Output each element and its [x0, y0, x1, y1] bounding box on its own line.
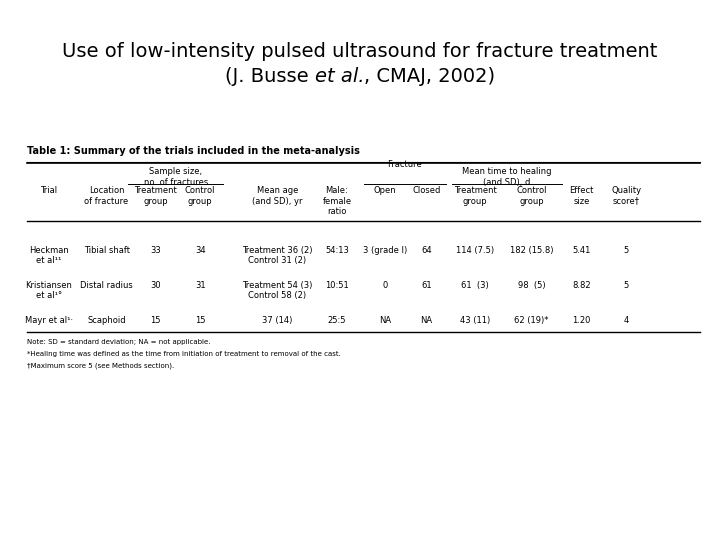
Text: 98  (5): 98 (5)	[518, 281, 545, 290]
Text: Location
of fracture: Location of fracture	[84, 186, 129, 206]
Text: 62 (19)*: 62 (19)*	[514, 316, 549, 325]
Text: Sample size,
no. of fractures: Sample size, no. of fractures	[143, 167, 208, 187]
Text: Mayr et al¹·: Mayr et al¹·	[25, 316, 73, 325]
Text: Treatment
group: Treatment group	[454, 186, 497, 206]
Text: 30: 30	[150, 281, 161, 290]
Text: et al.: et al.	[315, 67, 364, 86]
Text: Treatment
group: Treatment group	[134, 186, 177, 206]
Text: 15: 15	[195, 316, 205, 325]
Text: Heckman
et al¹¹: Heckman et al¹¹	[29, 246, 69, 265]
Text: 4: 4	[624, 316, 629, 325]
Text: 15: 15	[150, 316, 161, 325]
Text: Treatment 36 (2)
Control 31 (2): Treatment 36 (2) Control 31 (2)	[242, 246, 312, 265]
Text: 8.82: 8.82	[572, 281, 591, 290]
Text: 31: 31	[195, 281, 205, 290]
Text: 25:5: 25:5	[328, 316, 346, 325]
Text: 5: 5	[624, 281, 629, 290]
Text: Quality
score†: Quality score†	[611, 186, 642, 206]
Text: 43 (11): 43 (11)	[460, 316, 490, 325]
Text: 61: 61	[421, 281, 431, 290]
Text: Scaphoid: Scaphoid	[87, 316, 126, 325]
Text: Treatment 54 (3)
Control 58 (2): Treatment 54 (3) Control 58 (2)	[242, 281, 312, 300]
Text: Mean time to healing
(and SD), d: Mean time to healing (and SD), d	[462, 167, 552, 187]
Text: Trial: Trial	[40, 186, 58, 195]
Text: (J. Busse: (J. Busse	[225, 67, 315, 86]
Text: Mean age
(and SD), yr: Mean age (and SD), yr	[252, 186, 302, 206]
Text: Kristiansen
et al¹°: Kristiansen et al¹°	[25, 281, 73, 300]
Text: 37 (14): 37 (14)	[262, 316, 292, 325]
Text: NA: NA	[420, 316, 432, 325]
Text: 5: 5	[624, 246, 629, 255]
Text: *Healing time was defined as the time from initiation of treatment to removal of: *Healing time was defined as the time fr…	[27, 351, 341, 357]
Text: †Maximum score 5 (see Methods section).: †Maximum score 5 (see Methods section).	[27, 363, 175, 369]
Text: Use of low-intensity pulsed ultrasound for fracture treatment: Use of low-intensity pulsed ultrasound f…	[63, 42, 657, 61]
Text: Control
group: Control group	[185, 186, 215, 206]
Text: 5.41: 5.41	[572, 246, 591, 255]
Text: Male:
female
ratio: Male: female ratio	[323, 186, 351, 216]
Text: 0: 0	[382, 281, 388, 290]
Text: 182 (15.8): 182 (15.8)	[510, 246, 553, 255]
Text: NA: NA	[379, 316, 391, 325]
Text: 3 (grade I): 3 (grade I)	[363, 246, 408, 255]
Text: Fracture: Fracture	[387, 160, 423, 170]
Text: Table 1: Summary of the trials included in the meta-analysis: Table 1: Summary of the trials included …	[27, 146, 360, 156]
Text: Open: Open	[374, 186, 397, 195]
Text: , CMAJ, 2002): , CMAJ, 2002)	[364, 67, 495, 86]
Text: 1.20: 1.20	[572, 316, 591, 325]
Text: 64: 64	[421, 246, 431, 255]
Text: 54:13: 54:13	[325, 246, 349, 255]
Text: 61  (3): 61 (3)	[462, 281, 489, 290]
Text: 33: 33	[150, 246, 161, 255]
Text: Effect
size: Effect size	[570, 186, 594, 206]
Text: Closed: Closed	[412, 186, 441, 195]
Text: Distal radius: Distal radius	[80, 281, 133, 290]
Text: Note: SD = standard deviation; NA = not applicable.: Note: SD = standard deviation; NA = not …	[27, 339, 211, 345]
Text: 34: 34	[195, 246, 205, 255]
Text: Tibial shaft: Tibial shaft	[84, 246, 130, 255]
Text: Control
group: Control group	[516, 186, 546, 206]
Text: 10:51: 10:51	[325, 281, 348, 290]
Text: 114 (7.5): 114 (7.5)	[456, 246, 494, 255]
